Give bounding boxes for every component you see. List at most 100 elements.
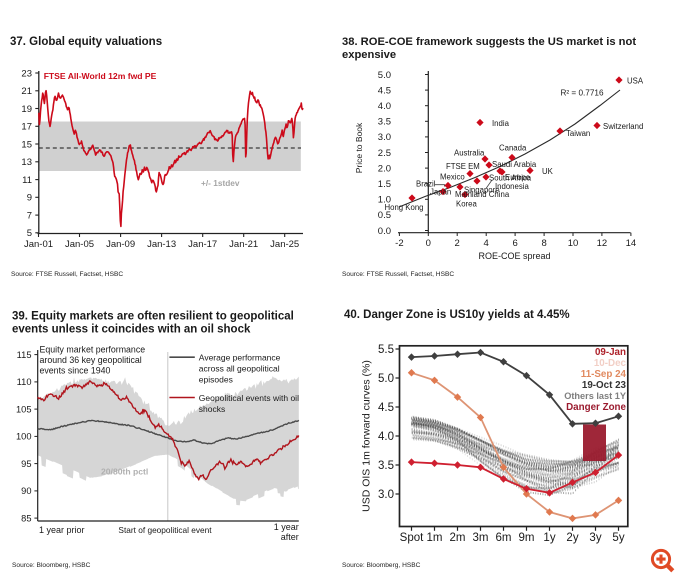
svg-text:Source: Bloomberg, HSBC: Source: Bloomberg, HSBC: [342, 562, 421, 569]
svg-text:3.5: 3.5: [378, 117, 391, 128]
svg-text:19: 19: [21, 104, 32, 115]
svg-text:+/- 1stdev: +/- 1stdev: [201, 178, 240, 188]
svg-text:1.0: 1.0: [378, 195, 391, 206]
svg-text:11: 11: [22, 175, 32, 186]
svg-text:Start of geopolitical event: Start of geopolitical event: [118, 525, 212, 535]
svg-text:4: 4: [484, 238, 489, 249]
svg-text:Others last 1Y: Others last 1Y: [564, 391, 626, 401]
svg-text:39. Equity markets are often r: 39. Equity markets are often resilient t…: [12, 311, 294, 323]
svg-text:India: India: [492, 119, 510, 128]
svg-text:15: 15: [21, 139, 32, 150]
svg-text:115: 115: [17, 350, 32, 360]
svg-text:2m: 2m: [450, 532, 466, 544]
svg-text:0: 0: [426, 238, 431, 249]
svg-text:Jan-01: Jan-01: [24, 239, 53, 250]
svg-text:Source: FTSE Russell, Factset,: Source: FTSE Russell, Factset, HSBC: [11, 271, 123, 278]
svg-text:105: 105: [16, 404, 32, 414]
svg-text:5: 5: [27, 228, 32, 239]
svg-text:South Africa: South Africa: [489, 174, 532, 183]
svg-text:9: 9: [27, 193, 32, 204]
svg-text:USD OIS 1m forward curves (%): USD OIS 1m forward curves (%): [361, 360, 373, 512]
svg-text:Mainland China: Mainland China: [455, 190, 510, 199]
svg-text:Taiwan: Taiwan: [566, 129, 590, 138]
svg-text:events since 1940: events since 1940: [40, 366, 111, 376]
svg-text:Hong Kong: Hong Kong: [385, 203, 424, 212]
svg-text:0.5: 0.5: [378, 210, 391, 221]
svg-text:Indonesia: Indonesia: [495, 182, 529, 191]
svg-text:2y: 2y: [566, 532, 578, 544]
svg-text:Jan-17: Jan-17: [188, 239, 217, 250]
svg-text:5.0: 5.0: [378, 373, 394, 385]
svg-text:10: 10: [568, 238, 579, 249]
svg-text:UK: UK: [542, 167, 554, 176]
svg-text:expensive: expensive: [342, 49, 396, 61]
svg-text:20/80th pctl: 20/80th pctl: [101, 467, 148, 477]
svg-text:4.0: 4.0: [378, 101, 391, 112]
svg-text:Spot: Spot: [400, 532, 424, 544]
svg-text:events unless it coincides wit: events unless it coincides with an oil s…: [12, 324, 251, 336]
svg-text:Equity market performance: Equity market performance: [40, 345, 146, 355]
svg-text:19-Oct 23: 19-Oct 23: [582, 380, 627, 391]
svg-text:Source: FTSE Russell, Factset,: Source: FTSE Russell, Factset, HSBC: [342, 271, 454, 278]
svg-text:10-Dec: 10-Dec: [594, 358, 627, 369]
svg-text:37. Global equity valuations: 37. Global equity valuations: [10, 36, 162, 48]
svg-text:1y: 1y: [543, 532, 555, 544]
svg-text:7: 7: [27, 210, 32, 221]
svg-text:after: after: [281, 532, 299, 542]
svg-text:3.5: 3.5: [378, 460, 394, 472]
svg-text:Danger Zone: Danger Zone: [566, 402, 626, 413]
svg-text:09-Jan: 09-Jan: [595, 347, 626, 358]
svg-text:Singapore: Singapore: [464, 186, 500, 195]
svg-text:6m: 6m: [496, 532, 512, 544]
svg-text:R² = 0.7716: R² = 0.7716: [561, 89, 604, 98]
svg-text:9m: 9m: [519, 532, 535, 544]
svg-text:Canada: Canada: [499, 144, 527, 153]
svg-text:4.5: 4.5: [378, 402, 394, 414]
svg-text:5y: 5y: [612, 532, 624, 544]
svg-text:40. Danger Zone is US10y yield: 40. Danger Zone is US10y yields at 4.45%: [344, 309, 570, 321]
svg-text:Jan-05: Jan-05: [65, 239, 94, 250]
svg-text:21: 21: [21, 86, 32, 97]
svg-text:Average performance: Average performance: [199, 353, 281, 363]
svg-text:Brazil: Brazil: [416, 180, 436, 189]
svg-text:3y: 3y: [589, 532, 601, 544]
svg-text:2: 2: [455, 238, 460, 249]
svg-text:3m: 3m: [473, 532, 489, 544]
svg-text:Europe: Europe: [505, 173, 530, 182]
svg-text:5.0: 5.0: [378, 70, 391, 81]
svg-text:13: 13: [21, 157, 32, 168]
svg-text:Mexico: Mexico: [440, 173, 465, 182]
svg-text:110: 110: [17, 377, 32, 387]
svg-text:14: 14: [626, 238, 637, 249]
svg-text:38. ROE-COE framework suggests: 38. ROE-COE framework suggests the US ma…: [342, 36, 636, 48]
svg-text:6: 6: [512, 238, 517, 249]
svg-text:95: 95: [21, 459, 31, 469]
svg-text:USA: USA: [627, 77, 644, 86]
svg-text:4.5: 4.5: [378, 85, 391, 96]
svg-text:Jan-21: Jan-21: [229, 239, 258, 250]
svg-text:17: 17: [21, 122, 32, 133]
svg-text:around 36 key geopolitical: around 36 key geopolitical: [40, 355, 142, 365]
svg-text:8: 8: [541, 238, 546, 249]
svg-text:Jan-09: Jan-09: [106, 239, 135, 250]
svg-text:ROE-COE spread: ROE-COE spread: [478, 251, 550, 261]
svg-text:Switzerland: Switzerland: [603, 122, 643, 131]
svg-text:1m: 1m: [427, 532, 443, 544]
svg-text:shocks: shocks: [199, 404, 225, 414]
svg-text:-2: -2: [395, 238, 403, 249]
svg-text:3.0: 3.0: [378, 489, 394, 501]
svg-text:23: 23: [21, 68, 32, 79]
svg-text:Australia: Australia: [454, 149, 485, 158]
svg-text:FTSE EM: FTSE EM: [446, 162, 480, 171]
svg-text:1.5: 1.5: [378, 179, 391, 190]
svg-text:11-Sep 24: 11-Sep 24: [581, 369, 627, 380]
svg-text:Jan-13: Jan-13: [147, 239, 176, 250]
svg-text:Jan-25: Jan-25: [270, 239, 299, 250]
svg-text:FTSE All-World 12m fwd PE: FTSE All-World 12m fwd PE: [44, 71, 157, 81]
svg-text:Source: Bloomberg, HSBC: Source: Bloomberg, HSBC: [12, 562, 91, 569]
svg-text:episodes: episodes: [199, 375, 233, 385]
svg-text:90: 90: [21, 486, 31, 496]
svg-text:Geopolitical events with oil: Geopolitical events with oil: [199, 393, 299, 403]
svg-text:12: 12: [597, 238, 608, 249]
svg-text:3.0: 3.0: [378, 132, 391, 143]
